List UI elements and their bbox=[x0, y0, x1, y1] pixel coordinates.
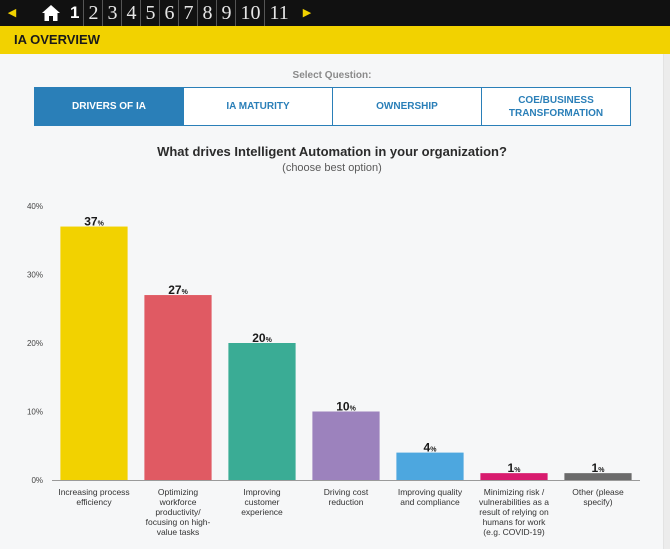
question-tabs: DRIVERS OF IA IA MATURITY OWNERSHIP COE/BUS… bbox=[34, 87, 634, 126]
x-category-label-line: workforce bbox=[159, 497, 197, 507]
bar-value-label: 27% bbox=[168, 283, 188, 297]
section-header: IA OVERVIEW bbox=[0, 26, 670, 54]
y-tick-label: 0% bbox=[31, 476, 43, 485]
bar-4[interactable] bbox=[312, 411, 380, 481]
page-link-8[interactable]: 8 bbox=[197, 0, 216, 26]
bar-1[interactable] bbox=[60, 226, 128, 480]
x-category-label: Increasing process efficiency bbox=[58, 487, 129, 507]
x-category-label-line: focusing on high- bbox=[146, 517, 211, 527]
x-category-label-line: Increasing process bbox=[58, 487, 129, 497]
x-category-label-line: Optimizing bbox=[158, 487, 198, 497]
y-tick-label: 10% bbox=[27, 408, 43, 417]
select-question-label: Select Question: bbox=[292, 70, 372, 81]
x-category-label-line: reduction bbox=[329, 497, 364, 507]
x-category-label-line: Driving cost bbox=[324, 487, 369, 497]
bar-value-label: 20% bbox=[252, 331, 272, 345]
bar-value-unit: % bbox=[350, 406, 357, 413]
bar-value-unit: % bbox=[514, 467, 521, 474]
bar-2[interactable] bbox=[144, 295, 212, 480]
bar-7[interactable] bbox=[564, 473, 632, 480]
x-category-label: Driving cost reduction bbox=[324, 487, 369, 507]
x-category-label-line: efficiency bbox=[76, 497, 112, 507]
y-tick-label: 30% bbox=[27, 271, 43, 280]
x-category-label: Optimizing workforce productivity/focusing… bbox=[146, 487, 211, 537]
page-link-9[interactable]: 9 bbox=[216, 0, 235, 26]
next-page-arrow-icon[interactable]: ▶ bbox=[302, 7, 312, 19]
page-link-10[interactable]: 10 bbox=[235, 0, 264, 26]
bar-3[interactable] bbox=[228, 343, 296, 480]
x-category-label-line: result of relying on bbox=[479, 507, 549, 517]
x-category-label-line: (e.g. COVID-19) bbox=[483, 527, 545, 537]
bar-value-number: 27 bbox=[168, 283, 182, 297]
x-category-label-line: humans for work bbox=[483, 517, 547, 527]
bar-value-number: 37 bbox=[84, 215, 98, 229]
scrollbar-track[interactable] bbox=[664, 54, 670, 549]
prev-page-arrow-icon[interactable]: ◀ bbox=[7, 7, 17, 19]
bar-value-number: 10 bbox=[336, 400, 350, 414]
bar-6[interactable] bbox=[480, 473, 548, 480]
y-tick-label: 40% bbox=[27, 202, 43, 211]
page-link-1[interactable]: 1 bbox=[70, 3, 80, 22]
bar-value-label: 37% bbox=[84, 215, 104, 229]
bar-value-label: 4% bbox=[424, 441, 438, 455]
chart-subtitle: (choose best option) bbox=[282, 162, 382, 174]
bar-value-number: 20 bbox=[252, 331, 266, 345]
bar-value-label: 1% bbox=[508, 461, 522, 475]
page-number-list: 1 2 3 4 5 6 7 8 9 10 11 ▶ bbox=[66, 0, 315, 26]
chart-title: What drives Intelligent Automation in yo… bbox=[157, 144, 507, 159]
home-icon[interactable] bbox=[40, 3, 62, 23]
tab-ia-maturity[interactable]: IA MATURITY bbox=[183, 87, 333, 126]
bar-chart: 0%10%20%30%40%37%Increasing process effic… bbox=[27, 202, 640, 537]
tab-coe-business-transformation[interactable]: COE/BUSINESS TRANSFORMATION bbox=[481, 87, 631, 126]
x-category-label-line: Minimizing risk / bbox=[484, 487, 545, 497]
x-category-label-line: customer bbox=[245, 497, 280, 507]
bar-value-unit: % bbox=[182, 289, 189, 296]
top-nav-bar: ◀ 1 2 3 4 5 6 7 8 9 10 11 ▶ bbox=[0, 0, 670, 26]
bar-value-label: 1% bbox=[592, 461, 606, 475]
bar-value-unit: % bbox=[98, 221, 105, 228]
page-link-6[interactable]: 6 bbox=[159, 0, 178, 26]
x-category-label-line: value tasks bbox=[157, 527, 200, 537]
y-tick-label: 20% bbox=[27, 339, 43, 348]
bar-value-label: 10% bbox=[336, 400, 356, 414]
x-category-label: Improving customer experience bbox=[241, 487, 283, 517]
bar-value-unit: % bbox=[598, 467, 605, 474]
tab-ownership[interactable]: OWNERSHIP bbox=[332, 87, 482, 126]
x-category-label-line: productivity/ bbox=[155, 507, 201, 517]
page-link-7[interactable]: 7 bbox=[178, 0, 197, 26]
bar-value-unit: % bbox=[266, 337, 273, 344]
page-link-5[interactable]: 5 bbox=[140, 0, 159, 26]
page-link-2[interactable]: 2 bbox=[83, 0, 102, 26]
x-category-label-line: Improving bbox=[243, 487, 281, 497]
bar-value-number: 1 bbox=[508, 461, 515, 475]
bar-value-number: 4 bbox=[424, 441, 431, 455]
page-link-11[interactable]: 11 bbox=[264, 0, 292, 26]
x-category-label-line: Other (please bbox=[572, 487, 624, 497]
x-category-label: Minimizing risk / vulnerabilities as a res… bbox=[479, 487, 549, 537]
section-title: IA OVERVIEW bbox=[14, 32, 100, 47]
tab-drivers-of-ia[interactable]: DRIVERS OF IA bbox=[34, 87, 184, 126]
x-category-label-line: and compliance bbox=[400, 497, 460, 507]
x-category-label-line: vulnerabilities as a bbox=[479, 497, 549, 507]
bar-value-unit: % bbox=[430, 447, 437, 454]
x-category-label-line: experience bbox=[241, 507, 283, 517]
page-link-3[interactable]: 3 bbox=[102, 0, 121, 26]
x-category-label: Other (please specify) bbox=[572, 487, 624, 507]
x-category-label: Improving quality and compliance bbox=[398, 487, 463, 507]
bar-5[interactable] bbox=[396, 452, 464, 480]
x-category-label-line: Improving quality bbox=[398, 487, 463, 497]
bar-value-number: 1 bbox=[592, 461, 599, 475]
x-category-label-line: specify) bbox=[583, 497, 612, 507]
page-link-4[interactable]: 4 bbox=[121, 0, 140, 26]
